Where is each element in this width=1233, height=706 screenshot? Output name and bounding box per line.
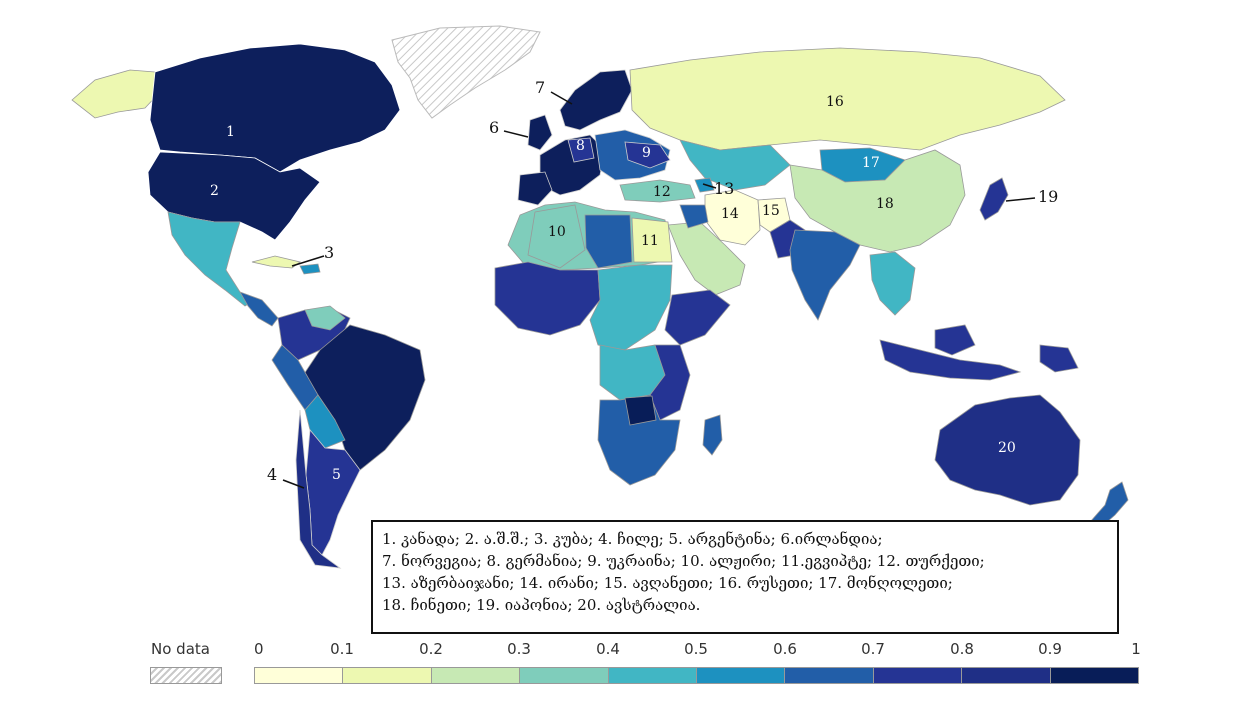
scale-tick: 0.1	[330, 640, 354, 658]
map-label-17: 17	[862, 155, 880, 171]
map-label-3: 3	[324, 243, 334, 262]
scale-tick: 1	[1131, 640, 1141, 658]
map-label-20: 20	[998, 440, 1016, 456]
china-region	[789, 149, 966, 253]
scale-bin	[873, 668, 963, 683]
legend-line: 13. აზერბაიჯანი; 14. ირანი; 15. ავღანეთი…	[382, 574, 953, 592]
map-label-18: 18	[876, 196, 894, 212]
scale-bin	[785, 668, 874, 683]
callout-line-7	[550, 91, 573, 105]
russia-region	[629, 47, 1066, 151]
map-label-12: 12	[653, 184, 671, 200]
caribbean-region	[299, 263, 321, 275]
arabia-region	[667, 221, 746, 296]
egypt-region	[631, 217, 673, 263]
japan-region	[979, 177, 1009, 221]
no-data-swatch	[150, 667, 222, 684]
india-region	[789, 229, 861, 321]
country-legend-box: 1. კანადა; 2. ა.შ.შ.; 3. კუბა; 4. ჩილე; …	[371, 520, 1119, 634]
algeria-region	[527, 204, 586, 269]
scale-tick: 0.6	[773, 640, 797, 658]
chile-region	[295, 409, 342, 569]
scale-bin	[520, 668, 609, 683]
map-label-8: 8	[576, 138, 585, 154]
iran-region	[704, 189, 761, 246]
turkey-region	[619, 179, 696, 203]
horn-africa-region	[664, 289, 731, 346]
alaska-region	[71, 69, 161, 119]
central-africa-region	[589, 264, 673, 351]
scale-tick: 0.3	[507, 640, 531, 658]
germany-region	[567, 137, 595, 163]
scale-bin	[431, 668, 521, 683]
venezuela-region	[304, 305, 346, 331]
scale-tick: 0	[254, 640, 264, 658]
ukraine-region	[624, 141, 671, 169]
indonesia-region	[879, 339, 1022, 381]
levant-region	[679, 204, 709, 229]
scale-tick: 0.7	[861, 640, 885, 658]
map-label-15: 15	[762, 203, 780, 219]
scale-bin	[608, 668, 698, 683]
callout-line-19	[1005, 197, 1036, 202]
central-america-region	[239, 291, 279, 327]
map-label-4: 4	[267, 465, 277, 484]
map-label-19: 19	[1038, 187, 1058, 206]
scale-bin	[343, 668, 432, 683]
map-label-16: 16	[826, 94, 844, 110]
callout-line-13	[702, 183, 717, 189]
map-label-9: 9	[642, 145, 651, 161]
map-label-7: 7	[535, 78, 545, 97]
libya-region	[584, 214, 633, 269]
scale-tick: 0.5	[684, 640, 708, 658]
australia-region	[934, 394, 1081, 506]
legend-line: 1. კანადა; 2. ა.შ.შ.; 3. კუბა; 4. ჩილე; …	[382, 530, 883, 548]
callout-line-4	[282, 479, 305, 489]
uk-region	[527, 114, 553, 151]
map-label-13: 13	[714, 179, 734, 198]
legend-line: 7. ნორვეგია; 8. გერმანია; 9. უკრაინა; 10…	[382, 552, 985, 570]
norway-sweden-region	[559, 69, 633, 131]
map-label-2: 2	[210, 183, 219, 199]
east-africa-region	[649, 344, 691, 421]
borneo-region	[934, 324, 976, 356]
scale-bin	[962, 668, 1051, 683]
greenland-region	[391, 25, 541, 119]
map-label-5: 5	[332, 467, 341, 483]
map-label-11: 11	[641, 233, 659, 249]
west-africa-region	[494, 261, 601, 336]
madagascar-region	[702, 414, 723, 456]
scale-bin	[1050, 668, 1139, 683]
kazakhstan-region	[679, 139, 791, 191]
southeast-asia-region	[869, 251, 916, 316]
color-scale-bar	[254, 667, 1139, 684]
png-region	[1039, 344, 1079, 373]
map-label-14: 14	[721, 206, 739, 222]
scale-tick: 0.9	[1038, 640, 1062, 658]
usa-region	[147, 151, 321, 241]
scale-tick: 0.8	[950, 640, 974, 658]
scale-tick: 0.4	[596, 640, 620, 658]
callout-line-6	[503, 130, 529, 138]
map-label-6: 6	[489, 118, 499, 137]
scale-bin	[697, 668, 786, 683]
iberia-region	[517, 171, 553, 206]
map-label-10: 10	[548, 224, 566, 240]
scale-tick: 0.2	[419, 640, 443, 658]
callout-line-3	[291, 255, 325, 267]
no-data-label: No data	[151, 640, 210, 658]
scale-bin	[255, 668, 344, 683]
mexico-region	[167, 211, 256, 307]
canada-region	[149, 43, 401, 173]
legend-line: 18. ჩინეთი; 19. იაპონია; 20. ავსტრალია.	[382, 596, 701, 614]
zambia-region	[624, 395, 657, 426]
map-label-1: 1	[226, 124, 235, 140]
